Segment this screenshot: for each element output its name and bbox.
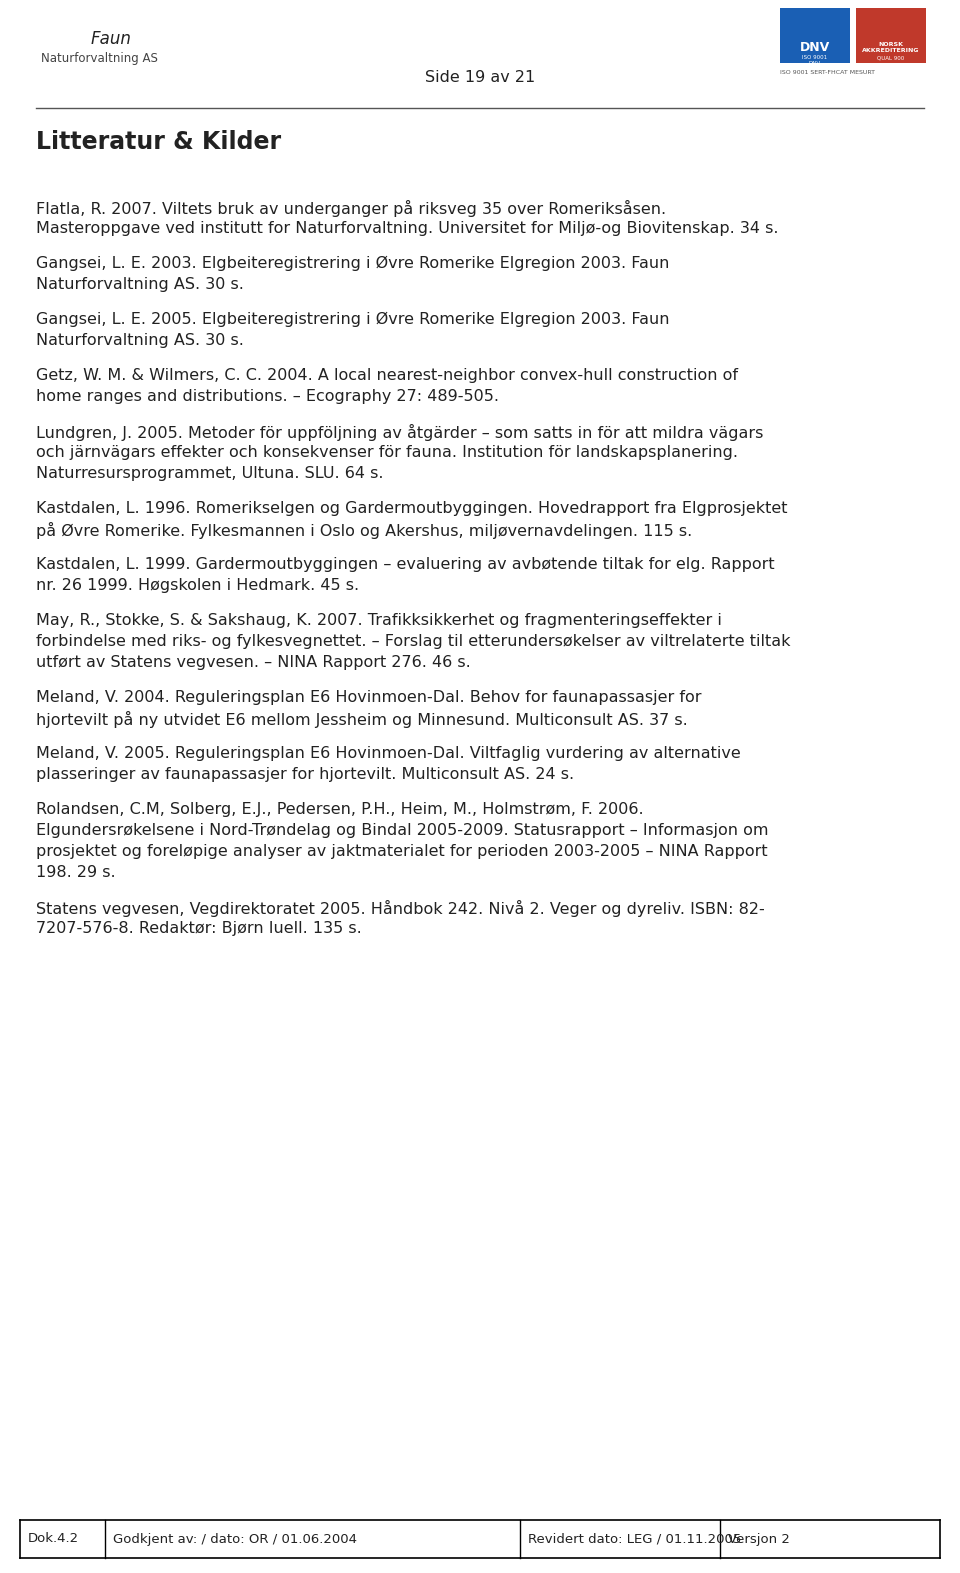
Text: Elgundersrøkelsene i Nord-Trøndelag og Bindal 2005-2009. Statusrapport – Informa: Elgundersrøkelsene i Nord-Trøndelag og B… <box>36 823 769 838</box>
Text: Naturforvaltning AS: Naturforvaltning AS <box>41 52 157 64</box>
Text: 198. 29 s.: 198. 29 s. <box>36 865 115 879</box>
Bar <box>780 8 850 63</box>
Text: Meland, V. 2004. Reguleringsplan E6 Hovinmoen-Dal. Behov for faunapassasjer for: Meland, V. 2004. Reguleringsplan E6 Hovi… <box>36 691 702 705</box>
Text: Naturforvaltning AS. 30 s.: Naturforvaltning AS. 30 s. <box>36 277 244 293</box>
Text: Versjon 2: Versjon 2 <box>728 1532 790 1546</box>
Text: ISO 9001 SERT-FHCAT MESURT: ISO 9001 SERT-FHCAT MESURT <box>780 71 875 76</box>
Text: Naturresursprogrammet, Ultuna. SLU. 64 s.: Naturresursprogrammet, Ultuna. SLU. 64 s… <box>36 466 383 481</box>
Text: Revidert dato: LEG / 01.11.2005: Revidert dato: LEG / 01.11.2005 <box>528 1532 741 1546</box>
Text: Side 19 av 21: Side 19 av 21 <box>425 71 535 85</box>
Text: Litteratur & Kilder: Litteratur & Kilder <box>36 131 281 154</box>
Text: Getz, W. M. & Wilmers, C. C. 2004. A local nearest-neighbor convex-hull construc: Getz, W. M. & Wilmers, C. C. 2004. A loc… <box>36 368 738 382</box>
Text: Kastdalen, L. 1999. Gardermoutbyggingen – evaluering av avbøtende tiltak for elg: Kastdalen, L. 1999. Gardermoutbyggingen … <box>36 557 775 573</box>
Text: 7207-576-8. Redaktør: Bjørn Iuell. 135 s.: 7207-576-8. Redaktør: Bjørn Iuell. 135 s… <box>36 922 362 936</box>
Text: Masteroppgave ved institutt for Naturforvaltning. Universitet for Miljø-og Biovi: Masteroppgave ved institutt for Naturfor… <box>36 220 779 236</box>
Text: May, R., Stokke, S. & Sakshaug, K. 2007. Trafikksikkerhet og fragmenteringseffek: May, R., Stokke, S. & Sakshaug, K. 2007.… <box>36 613 722 628</box>
Text: Faun: Faun <box>91 30 132 49</box>
Text: Lundgren, J. 2005. Metoder för uppföljning av åtgärder – som satts in för att mi: Lundgren, J. 2005. Metoder för uppföljni… <box>36 425 763 440</box>
Text: Gangsei, L. E. 2003. Elgbeiteregistrering i Øvre Romerike Elgregion 2003. Faun: Gangsei, L. E. 2003. Elgbeiteregistrerin… <box>36 256 669 271</box>
Text: Godkjent av: / dato: OR / 01.06.2004: Godkjent av: / dato: OR / 01.06.2004 <box>113 1532 357 1546</box>
Text: plasseringer av faunapassasjer for hjortevilt. Multiconsult AS. 24 s.: plasseringer av faunapassasjer for hjort… <box>36 768 574 782</box>
Text: home ranges and distributions. – Ecography 27: 489-505.: home ranges and distributions. – Ecograp… <box>36 389 499 404</box>
Text: Naturforvaltning AS. 30 s.: Naturforvaltning AS. 30 s. <box>36 333 244 348</box>
Text: Flatla, R. 2007. Viltets bruk av underganger på riksveg 35 over Romeriksåsen.: Flatla, R. 2007. Viltets bruk av underga… <box>36 200 666 217</box>
Text: Meland, V. 2005. Reguleringsplan E6 Hovinmoen-Dal. Viltfaglig vurdering av alter: Meland, V. 2005. Reguleringsplan E6 Hovi… <box>36 746 741 761</box>
Text: ISO 9001
DNV
CERT-0000: ISO 9001 DNV CERT-0000 <box>801 55 829 72</box>
Text: Kastdalen, L. 1996. Romerikselgen og Gardermoutbyggingen. Hovedrapport fra Elgpr: Kastdalen, L. 1996. Romerikselgen og Gar… <box>36 500 787 516</box>
Text: på Øvre Romerike. Fylkesmannen i Oslo og Akershus, miljøvernavdelingen. 115 s.: på Øvre Romerike. Fylkesmannen i Oslo og… <box>36 522 692 540</box>
Text: Dok.4.2: Dok.4.2 <box>28 1532 79 1546</box>
Text: forbindelse med riks- og fylkesvegnettet. – Forslag til etterundersøkelser av vi: forbindelse med riks- og fylkesvegnettet… <box>36 634 790 650</box>
Text: Rolandsen, C.M, Solberg, E.J., Pedersen, P.H., Heim, M., Holmstrøm, F. 2006.: Rolandsen, C.M, Solberg, E.J., Pedersen,… <box>36 802 643 816</box>
Text: utført av Statens vegvesen. – NINA Rapport 276. 46 s.: utført av Statens vegvesen. – NINA Rappo… <box>36 654 470 670</box>
Text: DNV: DNV <box>800 41 830 53</box>
Text: NORSK
AKKREDITERING: NORSK AKKREDITERING <box>862 42 920 53</box>
Text: prosjektet og foreløpige analyser av jaktmaterialet for perioden 2003-2005 – NIN: prosjektet og foreløpige analyser av jak… <box>36 845 768 859</box>
Bar <box>856 8 926 63</box>
Text: hjortevilt på ny utvidet E6 mellom Jessheim og Minnesund. Multiconsult AS. 37 s.: hjortevilt på ny utvidet E6 mellom Jessh… <box>36 711 687 728</box>
Text: och järnvägars effekter och konsekvenser för fauna. Institution för landskapspla: och järnvägars effekter och konsekvenser… <box>36 445 738 459</box>
Text: Statens vegvesen, Vegdirektoratet 2005. Håndbok 242. Nivå 2. Veger og dyreliv. I: Statens vegvesen, Vegdirektoratet 2005. … <box>36 900 765 917</box>
Text: nr. 26 1999. Høgskolen i Hedmark. 45 s.: nr. 26 1999. Høgskolen i Hedmark. 45 s. <box>36 577 359 593</box>
Text: QUAL 900: QUAL 900 <box>877 55 904 60</box>
Text: Gangsei, L. E. 2005. Elgbeiteregistrering i Øvre Romerike Elgregion 2003. Faun: Gangsei, L. E. 2005. Elgbeiteregistrerin… <box>36 311 669 327</box>
